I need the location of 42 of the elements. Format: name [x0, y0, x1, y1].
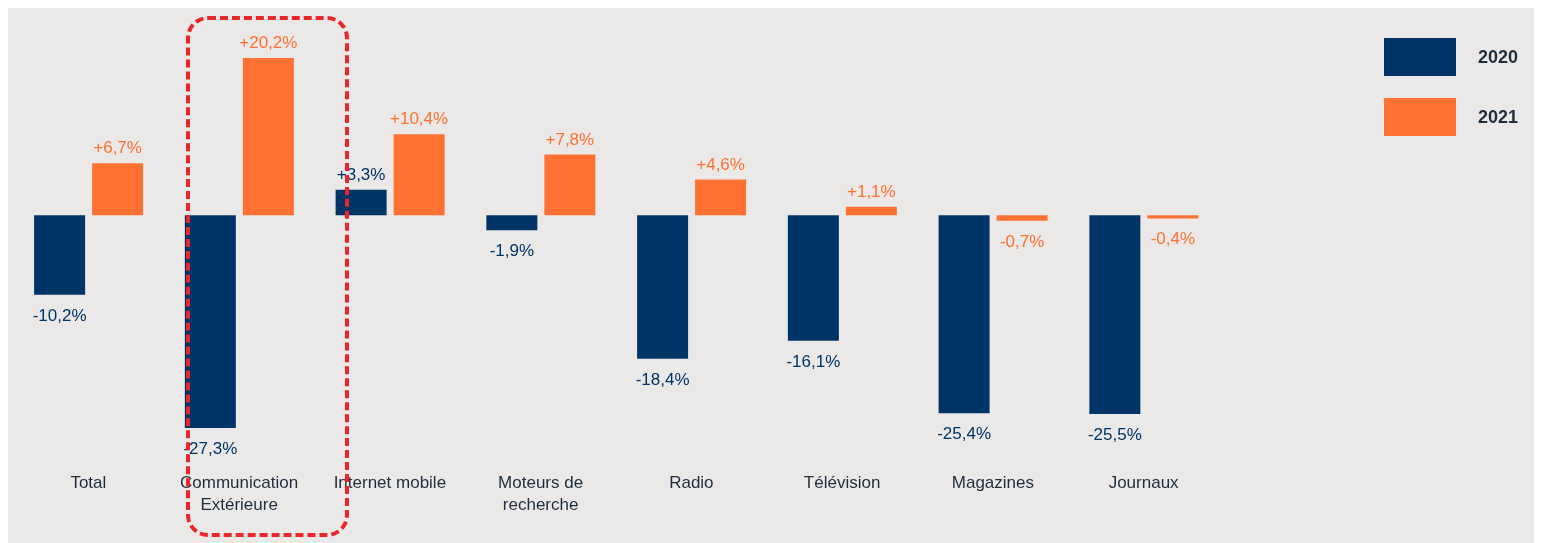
x-tick-label: Télévision — [803, 473, 881, 492]
bar — [938, 215, 990, 414]
bar — [486, 215, 538, 231]
bar — [1147, 215, 1199, 219]
data-label: -1,9% — [489, 241, 535, 261]
data-label: +10,4% — [390, 109, 449, 129]
bar — [92, 163, 144, 216]
x-tick-label: Communication Extérieure — [180, 473, 299, 514]
bar — [996, 215, 1048, 221]
bar — [393, 134, 445, 216]
data-label: -0,4% — [1150, 229, 1196, 249]
bar — [695, 179, 747, 216]
data-label: +20,2% — [239, 33, 298, 52]
data-label: -25,5% — [1087, 424, 1142, 444]
bar — [34, 215, 86, 295]
bar — [242, 58, 294, 216]
data-label: -16,1% — [786, 351, 841, 371]
x-tick-label: Journaux — [1108, 473, 1180, 492]
bar — [637, 215, 689, 359]
data-label: +6,7% — [93, 138, 142, 158]
bar — [544, 154, 596, 216]
data-label: -0,7% — [999, 231, 1045, 251]
x-tick-label: Total — [70, 473, 107, 492]
x-tick-label: Magazines — [951, 473, 1034, 492]
bar — [335, 189, 387, 216]
bar — [184, 215, 236, 428]
data-label: +7,8% — [545, 129, 595, 149]
data-label: +3,3% — [336, 164, 386, 184]
data-label: -27,3% — [183, 439, 238, 458]
data-label: -10,2% — [32, 305, 87, 325]
data-label: +1,1% — [847, 181, 896, 201]
x-tick-label: Internet mobile — [333, 473, 447, 492]
bar — [787, 215, 839, 341]
bar — [845, 206, 897, 216]
bar — [1089, 215, 1141, 414]
data-label: -25,4% — [937, 424, 992, 444]
legend-label: 2020 — [1478, 46, 1519, 68]
x-tick-label: Radio — [669, 473, 714, 492]
x-tick-label: Moteurs de recherche — [498, 473, 584, 514]
data-label: -18,4% — [635, 369, 690, 389]
legend-label: 2021 — [1478, 106, 1519, 128]
data-label: +4,6% — [696, 154, 745, 174]
